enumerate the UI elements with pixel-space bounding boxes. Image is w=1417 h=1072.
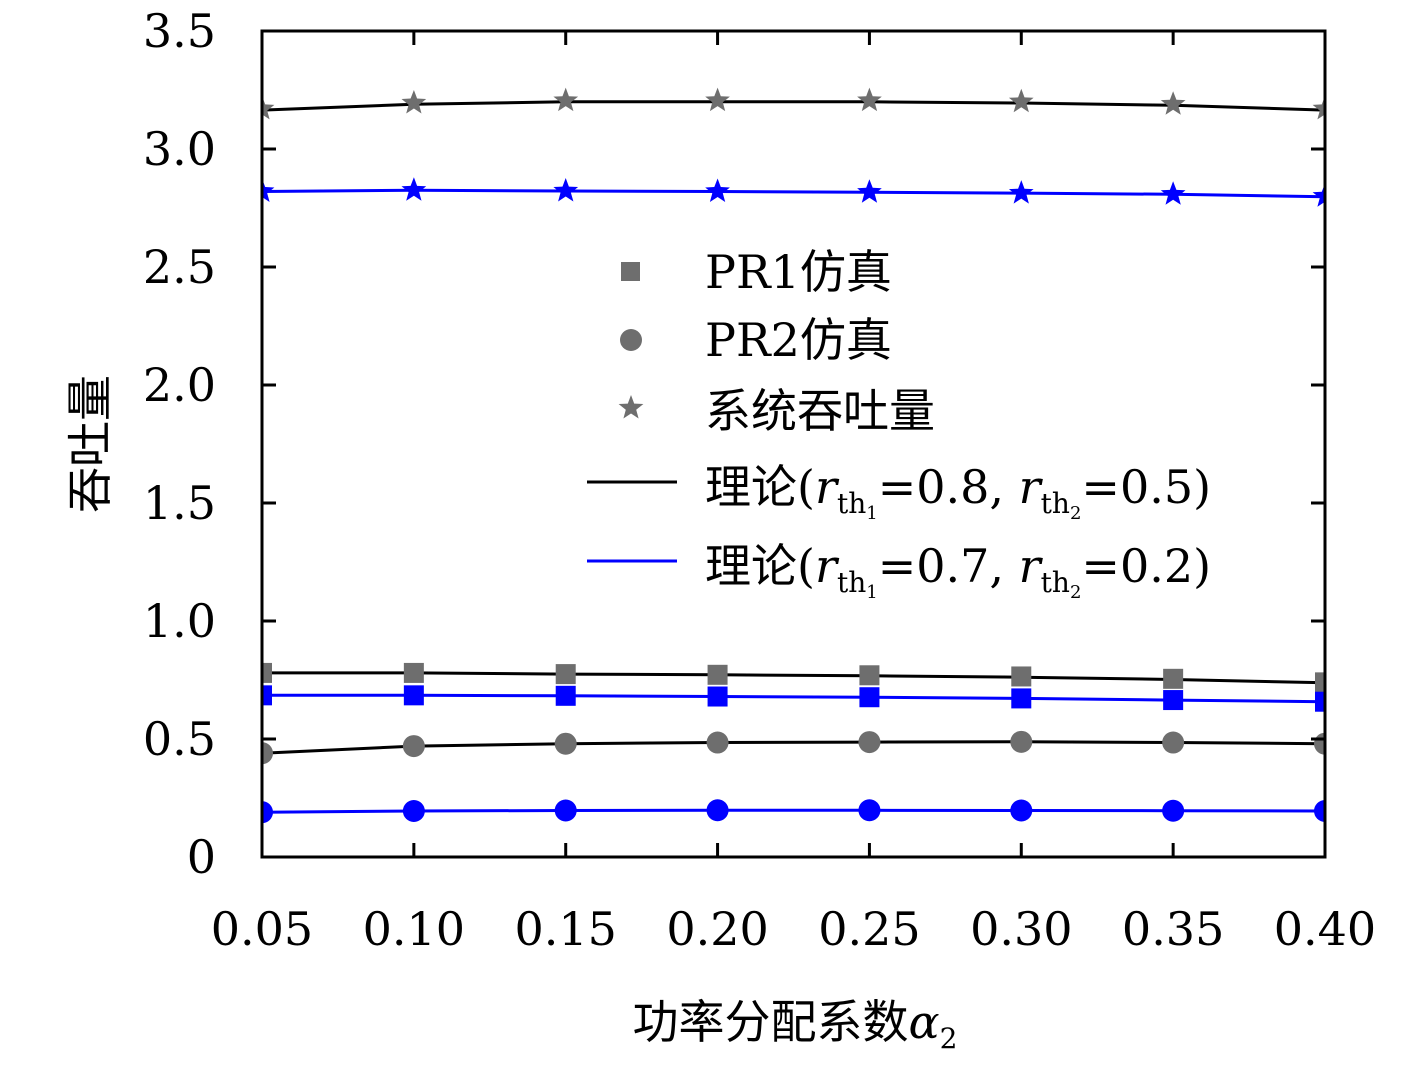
legend: PR1仿真 PR2仿真 系统吞吐量 理论(rth1=0.8, rth2=0.5)… bbox=[587, 245, 1211, 603]
legend-marker-square bbox=[621, 262, 640, 281]
x-tick-label-4: 0.25 bbox=[818, 902, 920, 956]
circle-marker-b-0 bbox=[262, 801, 273, 824]
x-tick-label-0: 0.05 bbox=[211, 902, 313, 956]
y-axis-label: 吞吐量 bbox=[63, 375, 117, 513]
y-tick-label-6: 3.0 bbox=[143, 122, 216, 176]
square-marker-a-6 bbox=[1163, 668, 1184, 689]
square-marker-b-5 bbox=[1011, 688, 1032, 709]
square-marker-b-0 bbox=[262, 685, 272, 706]
y-tick-label-0: 0 bbox=[187, 830, 216, 884]
circle-marker-a-6 bbox=[1162, 731, 1185, 754]
square-marker-b-4 bbox=[859, 687, 880, 708]
circle-marker-a-2 bbox=[554, 732, 577, 755]
x-tick-label-3: 0.20 bbox=[666, 902, 768, 956]
star-marker-a-0 bbox=[262, 95, 275, 120]
x-tick-label-1: 0.10 bbox=[363, 902, 465, 956]
star-marker-a-3 bbox=[705, 87, 730, 112]
series-layer bbox=[262, 87, 1325, 824]
circle-marker-a-5 bbox=[1010, 730, 1033, 753]
y-tick-label-7: 3.5 bbox=[143, 4, 216, 58]
y-tick-label-3: 1.5 bbox=[143, 476, 216, 530]
circle-marker-b-6 bbox=[1162, 799, 1185, 822]
theory-line-a-2 bbox=[262, 740, 1325, 755]
x-tick-label-2: 0.15 bbox=[515, 902, 617, 956]
legend-marker-star bbox=[618, 395, 644, 419]
x-axis-label-symbol: α bbox=[909, 995, 940, 1049]
star-marker-b-1 bbox=[401, 177, 427, 201]
star-marker-a-5 bbox=[1008, 88, 1034, 113]
star-marker-a-2 bbox=[553, 87, 579, 112]
y-tick-label-5: 2.5 bbox=[143, 240, 216, 294]
legend-marker-circle bbox=[620, 329, 642, 351]
star-marker-a-4 bbox=[857, 87, 882, 112]
circle-marker-b-4 bbox=[858, 799, 881, 822]
legend-label-pr2: PR2仿真 bbox=[705, 313, 892, 367]
star-marker-a-7 bbox=[1312, 95, 1325, 120]
circle-marker-b-3 bbox=[706, 799, 729, 822]
legend-label-pr1: PR1仿真 bbox=[705, 245, 892, 299]
square-marker-a-4 bbox=[859, 665, 880, 686]
legend-label-theory-a: 理论(rth1=0.8, rth2=0.5) bbox=[705, 460, 1211, 524]
square-marker-b-7 bbox=[1315, 691, 1325, 712]
circle-marker-a-1 bbox=[402, 735, 425, 758]
theory-line-b-4 bbox=[262, 693, 1325, 704]
square-marker-b-1 bbox=[403, 685, 424, 706]
circle-marker-b-1 bbox=[402, 799, 425, 822]
square-marker-a-2 bbox=[555, 664, 576, 685]
x-tick-label-6: 0.35 bbox=[1122, 902, 1224, 956]
theory-line-b-5 bbox=[262, 808, 1325, 814]
square-marker-a-7 bbox=[1315, 672, 1325, 693]
square-marker-b-6 bbox=[1163, 690, 1184, 711]
star-marker-b-5 bbox=[1008, 180, 1034, 204]
circle-marker-b-2 bbox=[554, 799, 577, 822]
legend-label-system: 系统吞吐量 bbox=[705, 384, 935, 438]
y-tick-label-4: 2.0 bbox=[143, 358, 216, 412]
circle-marker-b-7 bbox=[1314, 799, 1325, 822]
circle-marker-a-0 bbox=[262, 742, 273, 765]
plot-frame bbox=[260, 29, 1327, 859]
x-axis-label-subscript: 2 bbox=[940, 1022, 958, 1055]
square-marker-a-5 bbox=[1011, 666, 1032, 687]
circle-marker-a-3 bbox=[706, 731, 729, 754]
star-marker-b-4 bbox=[857, 179, 882, 203]
star-marker-b-2 bbox=[553, 178, 579, 202]
theory-line-a-0 bbox=[262, 100, 1325, 112]
square-marker-a-0 bbox=[262, 662, 272, 683]
square-marker-a-3 bbox=[707, 664, 728, 685]
theory-line-a-1 bbox=[262, 671, 1325, 685]
star-marker-b-3 bbox=[705, 178, 730, 202]
star-marker-a-6 bbox=[1160, 91, 1186, 115]
y-tick-label-1: 0.5 bbox=[143, 712, 216, 766]
ticks-layer: 0.05 0.10 0.15 0.20 0.25 0.30 0.35 0.40 0 0.5 1.0 1… bbox=[143, 4, 1376, 956]
circle-marker-b-5 bbox=[1010, 799, 1033, 822]
x-tick-label-7: 0.40 bbox=[1274, 902, 1376, 956]
theory-line-b-3 bbox=[262, 188, 1325, 199]
legend-star-shape bbox=[618, 395, 644, 419]
x-axis-label-text: 功率分配系数 bbox=[633, 995, 909, 1049]
square-marker-a-1 bbox=[403, 662, 424, 683]
y-tick-label-2: 1.0 bbox=[143, 594, 216, 648]
star-marker-a-1 bbox=[401, 90, 427, 114]
star-marker-b-6 bbox=[1160, 181, 1186, 205]
circle-marker-a-4 bbox=[858, 731, 881, 754]
x-axis-label: 功率分配系数α2 bbox=[633, 995, 958, 1055]
x-tick-label-5: 0.30 bbox=[970, 902, 1072, 956]
square-marker-b-3 bbox=[707, 686, 728, 707]
legend-label-theory-b: 理论(rth1=0.7, rth2=0.2) bbox=[705, 539, 1211, 603]
star-marker-b-0 bbox=[262, 178, 275, 202]
square-marker-b-2 bbox=[555, 685, 576, 706]
star-marker-b-7 bbox=[1312, 183, 1325, 207]
